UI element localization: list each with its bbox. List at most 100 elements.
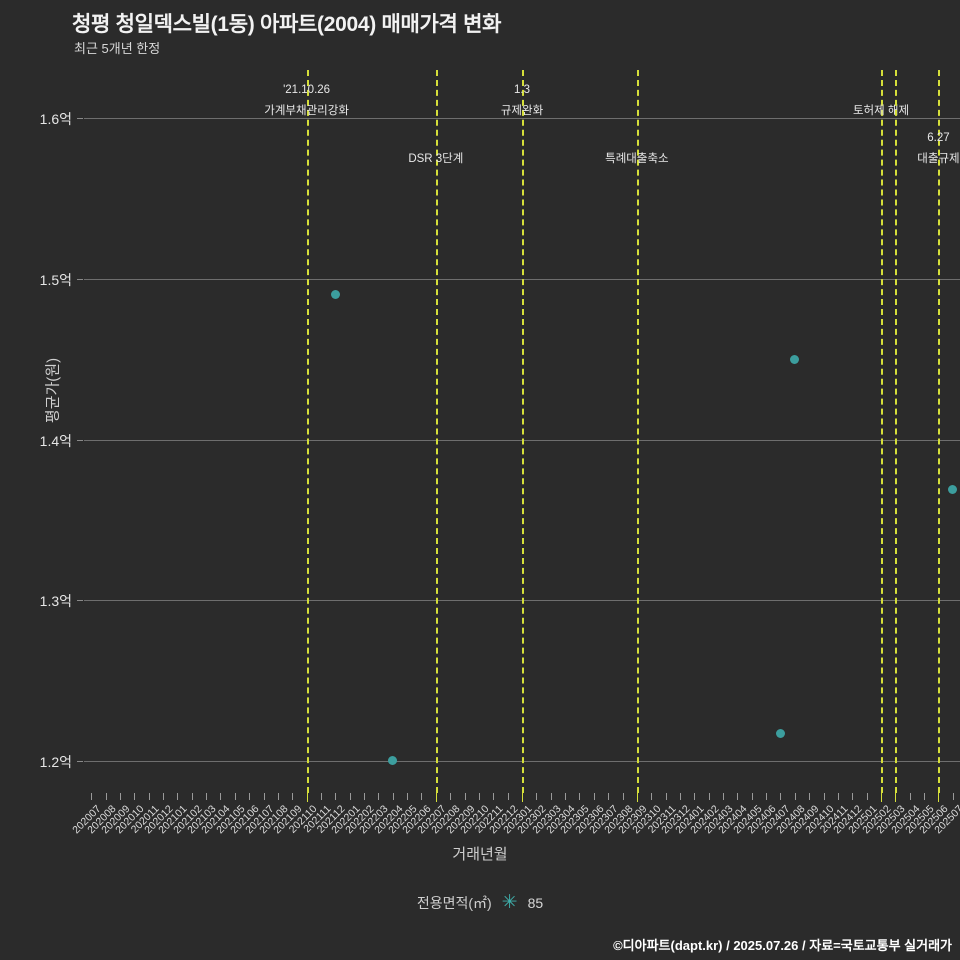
asterisk-marker-icon: ✳ [501, 892, 518, 913]
x-axis-tick-mark [565, 793, 567, 800]
x-axis-tick-mark [895, 793, 897, 802]
x-axis-tick-mark [766, 793, 768, 800]
x-axis-tick-labels: 202007 202008 202009 202010 202011 202012 2021… [70, 803, 960, 843]
x-axis-tick-mark [220, 793, 222, 800]
page-title: 청평 청일덱스빌(1동) 아파트(2004) 매매가격 변화 [72, 13, 502, 36]
x-axis-tick-mark [608, 793, 610, 800]
x-axis-tick-mark [435, 793, 437, 802]
x-axis-tick-mark [852, 793, 854, 800]
data-point[interactable] [790, 354, 800, 364]
event-line-land-permit [881, 70, 884, 793]
x-axis-tick-mark [320, 793, 322, 800]
event-label-household-debt: 가계부채관리강화 [264, 105, 349, 117]
y-axis-tick-label: 1.5억 [39, 271, 72, 288]
y-axis-tick-mark [77, 600, 83, 602]
x-axis-tick-mark [335, 793, 337, 800]
x-axis-tick-mark [493, 793, 495, 800]
x-axis-tick-mark [651, 793, 653, 800]
y-axis-tick-label: 1.2억 [39, 753, 72, 770]
data-point[interactable] [330, 290, 340, 300]
event-line-household-debt [306, 70, 309, 793]
event-date-household-debt: '21.10.26 [283, 84, 331, 96]
x-axis-tick-mark [91, 793, 93, 800]
x-axis-title: 거래년월 [452, 846, 508, 863]
event-label-deregulation: 규제완화 [500, 105, 544, 117]
event-label-land-permit: 토허제 해제 [852, 105, 910, 117]
event-line-deregulation [522, 70, 524, 793]
x-axis-tick-mark [679, 793, 681, 800]
x-axis-tick-mark [909, 793, 911, 800]
y-axis-tick-label: 1.6억 [39, 111, 72, 128]
x-axis-tick-mark [938, 793, 940, 802]
event-label-dsr-phase3: DSR 3단계 [408, 153, 464, 165]
x-axis-tick-mark [809, 793, 811, 800]
x-axis-tick-mark [306, 793, 308, 802]
x-axis-tick-mark [952, 793, 954, 800]
data-point[interactable] [388, 756, 398, 766]
x-axis-tick-mark [536, 793, 538, 800]
x-axis-tick-mark [364, 793, 366, 800]
event-line-loan-regulation [938, 70, 941, 793]
y-axis-tick-mark [77, 118, 83, 120]
footer-credit: ©디아파트(dapt.kr) / 2025.07.26 / 자료=국토교통부 실… [613, 938, 952, 953]
x-axis-tick-mark [550, 793, 552, 800]
x-axis-tick-mark [665, 793, 667, 800]
x-axis-tick-mark [464, 793, 466, 800]
legend: 전용면적(㎡) ✳ 85 [0, 893, 960, 913]
event-date-loan-regulation: 6.27 [927, 132, 950, 144]
x-axis-ticks [84, 793, 960, 803]
x-axis-tick-mark [177, 793, 179, 800]
y-axis-tick-mark [77, 439, 83, 441]
y-axis-tick-label: 1.4억 [39, 432, 72, 449]
y-axis-tick-mark [77, 278, 83, 280]
x-axis-tick-mark [723, 793, 725, 800]
x-axis-tick-mark [148, 793, 150, 800]
x-axis-tick-mark [277, 793, 279, 800]
x-axis-tick-mark [837, 793, 839, 800]
event-label-loan-regulation: 대출규제 [917, 153, 960, 165]
plot-area: 1.2억 1.3억 1.4억 1.5억 1.6억 '21.10.26 가계부채관리강화 DSR… [40, 70, 960, 793]
event-line-special-loan [636, 70, 639, 793]
x-axis-tick-mark [636, 793, 638, 802]
x-axis-tick-mark [522, 793, 523, 802]
event-line-land-permit-2 [895, 70, 898, 793]
x-axis-tick-mark [378, 793, 380, 800]
x-axis-tick-mark [622, 793, 624, 800]
event-date-deregulation: 1.3 [514, 84, 530, 96]
x-axis-tick-mark [708, 793, 710, 800]
x-axis-tick-mark [794, 793, 796, 800]
x-axis-tick-mark [349, 793, 351, 800]
x-axis-tick-mark [751, 793, 753, 800]
x-axis-tick-mark [421, 793, 423, 800]
x-axis-tick-mark [105, 793, 107, 800]
x-axis-tick-mark [162, 793, 164, 800]
x-axis-tick-mark [579, 793, 581, 800]
x-axis-tick-mark [924, 793, 926, 800]
x-axis-tick-mark [478, 793, 480, 800]
data-point[interactable] [775, 729, 785, 739]
x-axis-tick-mark [292, 793, 294, 800]
x-axis-tick-mark [191, 793, 193, 800]
x-axis-tick-mark [119, 793, 121, 800]
x-axis-tick-mark [866, 793, 868, 800]
x-axis-tick-mark [134, 793, 136, 800]
y-axis-tick-label: 1.3억 [39, 593, 72, 610]
data-point[interactable] [948, 484, 958, 494]
x-axis-tick-mark [694, 793, 696, 800]
x-axis-tick-mark [450, 793, 452, 800]
chart-subtitle: 최근 5개년 한정 [74, 41, 161, 56]
x-axis-tick-mark [234, 793, 236, 800]
event-line-dsr-phase3 [435, 70, 438, 793]
x-axis-tick-mark [881, 793, 883, 802]
x-axis-tick-mark [823, 793, 825, 800]
x-axis-tick-mark [263, 793, 265, 800]
legend-title: 전용면적(㎡) [416, 895, 492, 911]
x-axis-tick-mark [206, 793, 208, 800]
x-axis-tick-mark [507, 793, 509, 800]
event-label-special-loan: 특례대출축소 [605, 153, 669, 165]
x-axis-tick-mark [780, 793, 782, 800]
x-axis-tick-mark [593, 793, 595, 800]
x-axis-tick-mark [407, 793, 409, 800]
legend-value: 85 [527, 895, 544, 911]
